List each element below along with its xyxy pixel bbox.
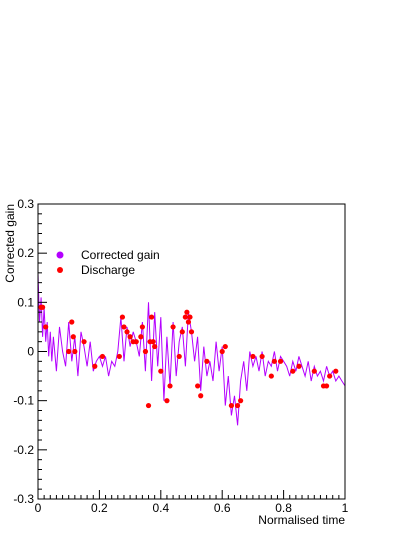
series-line-corrected-gain bbox=[37, 272, 346, 426]
data-point-discharge bbox=[92, 363, 98, 369]
data-point-discharge bbox=[167, 383, 173, 389]
data-point-discharge bbox=[184, 309, 190, 315]
data-point-discharge bbox=[188, 329, 195, 335]
x-tick-label: 1 bbox=[342, 501, 349, 515]
data-point-discharge bbox=[277, 358, 284, 364]
data-point-discharge bbox=[204, 358, 210, 364]
data-point-discharge bbox=[170, 324, 176, 330]
y-tick-label: -0.3 bbox=[13, 492, 34, 506]
data-point-discharge bbox=[327, 373, 333, 379]
data-point-discharge bbox=[138, 334, 144, 340]
data-point-discharge bbox=[333, 368, 339, 374]
x-tick-label: 0.4 bbox=[152, 501, 169, 515]
data-point-discharge bbox=[222, 343, 228, 350]
data-point-discharge bbox=[72, 348, 78, 355]
data-point-discharge bbox=[142, 348, 149, 355]
y-tick-label: 0.2 bbox=[17, 246, 34, 260]
x-tick-label: 0 bbox=[35, 501, 42, 515]
x-tick-label: 0.8 bbox=[275, 501, 292, 515]
data-point-discharge bbox=[43, 324, 49, 330]
data-point-discharge bbox=[195, 383, 201, 389]
data-point-discharge bbox=[121, 324, 127, 330]
data-point-discharge bbox=[228, 402, 235, 409]
legend: Corrected gain Discharge bbox=[56, 248, 160, 277]
legend-marker-corrected-gain bbox=[56, 251, 64, 259]
data-point-discharge bbox=[296, 363, 302, 369]
data-point-discharge bbox=[259, 353, 265, 360]
data-point-discharge bbox=[311, 368, 317, 374]
data-point-discharge bbox=[158, 368, 164, 374]
data-point-discharge bbox=[145, 402, 152, 409]
data-point-discharge bbox=[219, 348, 225, 355]
ticks-layer: 0 0.2 0.4 0.6 0.8 1 -0.3 -0.2 -0.1 0 0.1 0.2 0.3 bbox=[13, 197, 348, 515]
data-point-discharge bbox=[81, 339, 87, 345]
data-point-discharge bbox=[185, 319, 192, 325]
y-tick-label: 0 bbox=[27, 345, 34, 359]
data-point-discharge bbox=[119, 314, 126, 320]
data-point-discharge bbox=[250, 353, 256, 360]
data-point-discharge bbox=[127, 334, 133, 340]
data-point-discharge bbox=[238, 398, 244, 404]
data-point-discharge bbox=[133, 339, 139, 345]
data-point-discharge bbox=[69, 319, 75, 325]
y-tick-label: 0.3 bbox=[17, 197, 34, 211]
data-point-discharge bbox=[268, 373, 274, 379]
x-axis-label: Normalised time bbox=[258, 513, 345, 527]
y-tick-label: -0.2 bbox=[13, 443, 34, 457]
data-point-discharge bbox=[148, 314, 155, 320]
data-point-discharge bbox=[234, 402, 241, 409]
data-point-discharge bbox=[164, 398, 170, 404]
data-point-discharge bbox=[182, 314, 188, 320]
x-tick-label: 0.6 bbox=[214, 501, 231, 515]
data-point-discharge bbox=[99, 353, 106, 360]
y-tick-label: -0.1 bbox=[13, 394, 34, 408]
data-point-discharge bbox=[66, 348, 72, 355]
y-tick-label: 0.1 bbox=[17, 295, 34, 309]
series-layer bbox=[37, 272, 346, 426]
data-point-discharge bbox=[290, 368, 296, 374]
data-point-discharge bbox=[176, 353, 182, 360]
data-point-discharge bbox=[152, 343, 158, 350]
data-point-discharge bbox=[150, 339, 156, 345]
legend-label-corrected-gain: Corrected gain bbox=[81, 248, 160, 262]
data-point-discharge bbox=[139, 324, 145, 330]
data-point-discharge bbox=[271, 358, 277, 364]
data-point-discharge bbox=[40, 304, 46, 310]
data-point-discharge bbox=[124, 329, 130, 335]
data-point-discharge bbox=[187, 314, 193, 320]
legend-label-discharge: Discharge bbox=[81, 263, 135, 277]
legend-marker-discharge bbox=[57, 267, 63, 273]
data-point-discharge bbox=[116, 353, 122, 360]
data-point-discharge bbox=[70, 334, 76, 340]
data-point-discharge bbox=[323, 383, 330, 389]
y-axis-label: Corrected gain bbox=[3, 204, 17, 283]
data-point-discharge bbox=[179, 329, 185, 335]
data-point-discharge bbox=[198, 393, 204, 399]
x-tick-label: 0.2 bbox=[91, 501, 108, 515]
